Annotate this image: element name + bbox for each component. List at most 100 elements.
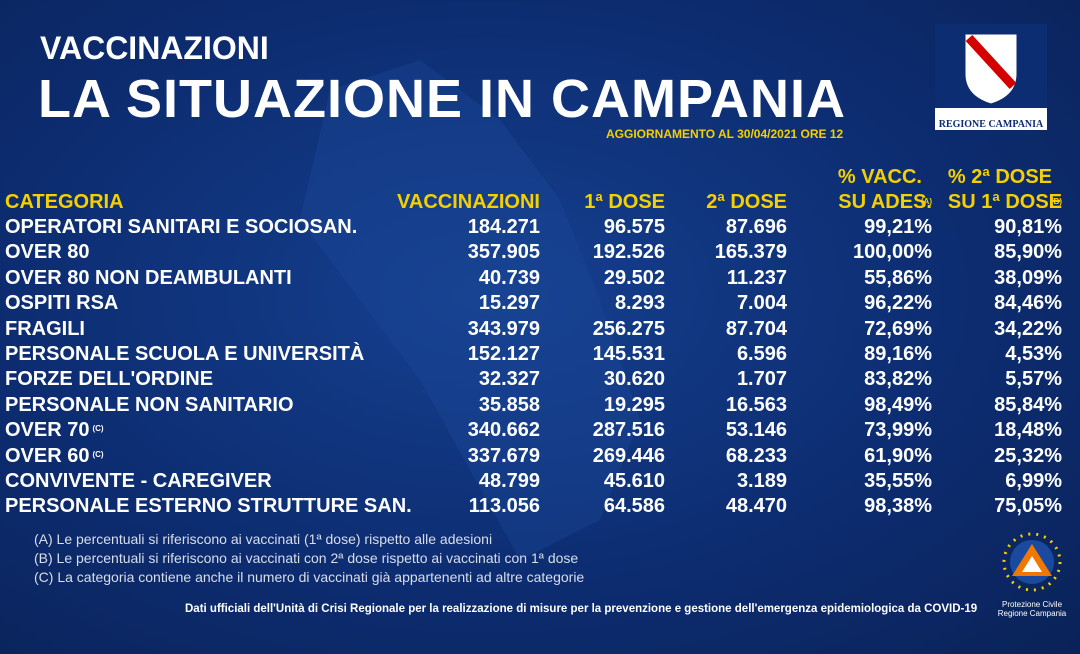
- column-header: SU 1ª DOSE: [947, 191, 1062, 213]
- category-cell: OVER 80: [5, 240, 89, 265]
- value-cell: 113.056: [468, 495, 540, 518]
- column-header: 1ª DOSE: [584, 191, 665, 213]
- civil-line: Regione Campania: [997, 609, 1067, 618]
- category-note-mark: (C): [92, 449, 104, 459]
- note: (C) La categoria contiene anche il numer…: [34, 569, 585, 585]
- value-cell: 11.237: [726, 266, 787, 289]
- value-cell: 75,05%: [994, 495, 1062, 518]
- category-cell: CONVIVENTE - CAREGIVER: [5, 469, 272, 494]
- column-header: 2ª DOSE: [706, 191, 787, 213]
- value-cell: 256.275: [592, 317, 665, 340]
- value-cell: 85,84%: [994, 393, 1062, 416]
- category-text: OVER 70: [5, 419, 90, 442]
- note: (A) Le percentuali si riferiscono ai vac…: [34, 531, 493, 547]
- category-text: OVER 60: [5, 444, 90, 467]
- value-cell: 4,53%: [1005, 343, 1062, 365]
- value-cell: 19.295: [603, 393, 665, 416]
- shield: [935, 24, 1047, 108]
- header-note-mark: (A): [920, 197, 932, 206]
- value-cell: 18,48%: [994, 419, 1062, 442]
- civil-protection-logo: [1002, 532, 1062, 592]
- value-cell: 287.516: [592, 419, 665, 442]
- value-cell: 340.662: [467, 419, 540, 442]
- category-text: OVER 80: [5, 241, 90, 264]
- value-cell: 90,81%: [994, 216, 1062, 238]
- value-cell: 145.531: [592, 343, 665, 365]
- category-text: OSPITI RSA: [5, 292, 119, 315]
- value-cell: 35,55%: [864, 470, 932, 492]
- value-cell: 269.446: [592, 444, 665, 467]
- update-date: AGGIORNAMENTO AL 30/04/2021 ORE 12: [606, 127, 844, 141]
- column-header: % VACC. (A): [838, 165, 932, 206]
- column-header: CATEGORIA: [5, 191, 124, 213]
- value-cell: 35.858: [478, 393, 540, 416]
- value-cell: 64.586: [603, 495, 665, 518]
- value-cell: 357.905: [467, 241, 540, 264]
- value-cell: 29.502: [603, 266, 665, 289]
- value-cell: 337.679: [467, 444, 540, 467]
- region-logo: REGIONE CAMPANIA: [935, 24, 1047, 130]
- category-note-mark: (C): [92, 424, 104, 434]
- value-cell: 7.004: [736, 292, 787, 315]
- category-cell: PERSONALE SCUOLA E UNIVERSITÀ: [5, 342, 364, 367]
- category-cell: FRAGILI: [5, 317, 85, 342]
- category-text: PERSONALE NON SANITARIO: [5, 393, 294, 416]
- value-cell: 98,49%: [864, 393, 932, 416]
- value-cell: 32.327: [478, 368, 540, 391]
- category-cell: OVER 80 NON DEAMBULANTI: [5, 266, 292, 291]
- category-text: OVER 80 NON DEAMBULANTI: [5, 266, 292, 289]
- civil-line: Protezione Civile: [1001, 600, 1063, 609]
- category-cell: OVER 60 (C): [5, 444, 104, 469]
- value-cell: 343.979: [467, 317, 540, 340]
- value-cell: 48.799: [478, 470, 540, 492]
- value-cell: 89,16%: [864, 343, 932, 365]
- note: (B) Le percentuali si riferiscono ai vac…: [34, 550, 579, 566]
- value-cell: 30.620: [603, 368, 665, 391]
- category-text: OPERATORI SANITARI E SOCIOSAN.: [5, 216, 358, 238]
- category-cell: FORZE DELL'ORDINE: [5, 367, 213, 392]
- category-text: PERSONALE ESTERNO STRUTTURE SAN.: [5, 495, 412, 518]
- value-cell: 100,00%: [853, 241, 932, 264]
- value-cell: 184.271: [467, 216, 540, 238]
- logo-text: REGIONE CAMPANIA: [938, 119, 1044, 130]
- value-cell: 98,38%: [864, 495, 932, 518]
- value-cell: 87.704: [725, 317, 787, 340]
- value-cell: 55,86%: [864, 266, 932, 289]
- value-cell: 152.127: [467, 343, 540, 365]
- value-cell: 38,09%: [994, 266, 1062, 289]
- column-header: % 2ª DOSE (B): [948, 165, 1062, 206]
- value-cell: 34,22%: [994, 317, 1062, 340]
- footer: Dati ufficiali dell'Unità di Crisi Regio…: [185, 603, 978, 615]
- category-cell: PERSONALE NON SANITARIO: [5, 393, 294, 418]
- category-text: FORZE DELL'ORDINE: [5, 368, 214, 391]
- column-header: VACCINAZIONI: [397, 191, 540, 213]
- value-cell: 72,69%: [864, 317, 932, 340]
- value-cell: 1.707: [736, 368, 787, 391]
- category-text: CONVIVENTE - CAREGIVER: [5, 470, 272, 492]
- value-cell: 53.146: [725, 419, 787, 442]
- value-cell: 45.610: [603, 470, 665, 492]
- category-cell: OSPITI RSA: [5, 291, 118, 316]
- value-cell: 68.233: [725, 444, 787, 467]
- category-text: PERSONALE SCUOLA E UNIVERSITÀ: [5, 343, 365, 365]
- value-cell: 25,32%: [994, 444, 1062, 467]
- value-cell: 3.189: [736, 470, 787, 492]
- value-cell: 99,21%: [864, 216, 932, 238]
- value-cell: 192.526: [592, 241, 665, 264]
- value-cell: 6.596: [736, 343, 787, 365]
- kicker: VACCINAZIONI: [40, 30, 269, 66]
- title: LA SITUAZIONE IN CAMPANIA: [38, 69, 846, 129]
- category-cell: OVER 70 (C): [5, 418, 104, 443]
- column-header: SU ADES.: [838, 191, 932, 213]
- value-cell: 40.739: [478, 266, 540, 289]
- value-cell: 16.563: [725, 393, 787, 416]
- value-cell: 73,99%: [864, 419, 932, 442]
- value-cell: 87.696: [725, 216, 787, 238]
- value-cell: 61,90%: [864, 444, 932, 467]
- value-cell: 96.575: [603, 216, 665, 238]
- value-cell: 84,46%: [994, 292, 1062, 315]
- value-cell: 15.297: [478, 292, 540, 315]
- value-cell: 85,90%: [994, 241, 1062, 264]
- header-note-mark: (B): [1050, 197, 1062, 206]
